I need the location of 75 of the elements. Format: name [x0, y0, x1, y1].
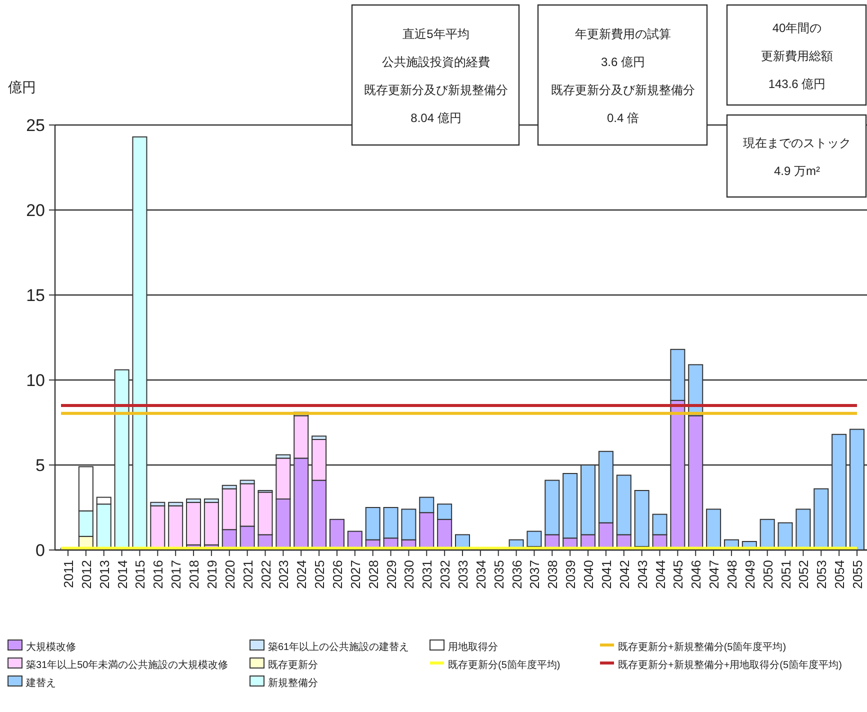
x-tick-label: 2046	[688, 560, 704, 589]
annotation: 4.9 万m²	[774, 164, 820, 178]
x-tick-label: 2052	[796, 560, 812, 589]
x-tick-label: 2053	[814, 560, 830, 589]
x-tick-label: 2026	[330, 560, 345, 589]
text: 既存更新分及び新規整備分	[364, 83, 508, 97]
text: 既存更新分及び新規整備分	[551, 83, 695, 97]
x-tick-label: 2055	[850, 560, 865, 589]
x-tick-label: 2043	[634, 560, 650, 589]
legend-label: 築31年以上50年未満の公共施設の大規模改修	[26, 659, 228, 671]
x-tick-label: 2027	[348, 560, 363, 589]
x-tick-label: 2031	[420, 560, 435, 589]
x-tick-label: 2024	[294, 560, 310, 589]
x-tick-label: 2034	[473, 560, 488, 589]
x-tick-label: 2022	[258, 560, 274, 589]
x-tick-label: 2011	[61, 560, 76, 588]
legend-label: 既存更新分	[268, 659, 318, 671]
text: 直近5年平均	[402, 27, 470, 41]
legend-label: 建替え	[25, 677, 56, 689]
x-tick-label: 2018	[186, 560, 202, 589]
y-tick-label: 25	[26, 116, 45, 135]
x-tick-label: 2023	[276, 560, 292, 589]
x-tick-label: 2047	[706, 560, 722, 589]
x-tick-label: 2054	[832, 560, 848, 589]
x-tick-label: 2019	[204, 560, 220, 589]
x-tick-label: 2037	[527, 560, 542, 589]
x-tick-label: 2049	[742, 560, 758, 589]
x-tick-label: 2032	[438, 560, 453, 589]
annotation: 0.4 倍	[606, 111, 640, 125]
x-tick-label: 2038	[545, 560, 560, 589]
x-tick-label: 2033	[456, 560, 470, 589]
x-tick-label: 2020	[222, 560, 238, 589]
x-tick-label: 2013	[96, 560, 112, 589]
legend-label: 用地取得分	[448, 641, 498, 653]
x-tick-label: 2045	[670, 560, 686, 589]
x-tick-label: 2021	[240, 560, 256, 589]
x-tick-label: 2016	[150, 560, 166, 589]
x-tick-label: 2025	[312, 560, 328, 589]
legend-label: 既存更新分+新規整備分(5箇年度平均)	[618, 641, 786, 653]
text: 公共施設投資的経費	[382, 55, 490, 69]
x-tick-label: 2028	[366, 560, 381, 589]
x-tick-label: 2042	[616, 560, 632, 589]
x-tick-label: 2030	[402, 560, 417, 589]
x-tick-label: 2041	[598, 560, 614, 589]
x-tick-label: 2014	[114, 560, 130, 589]
x-tick-label: 2039	[563, 560, 578, 589]
text: 年更新費用の試算	[575, 27, 671, 41]
text: 更新費用総額	[761, 49, 833, 63]
x-tick-label: 2015	[132, 560, 148, 589]
text: 40年間の	[772, 21, 822, 35]
y-tick-label: 5	[36, 456, 45, 475]
text: 143.6 億円	[768, 77, 826, 91]
x-tick-label: 2044	[652, 560, 668, 589]
y-tick-label: 20	[26, 201, 45, 220]
x-tick-label: 2012	[78, 560, 94, 589]
x-tick-label: 2017	[168, 560, 184, 589]
legend-label: 築61年以上の公共施設の建替え	[268, 641, 410, 653]
x-tick-label: 2040	[581, 560, 596, 589]
x-tick-label: 2048	[724, 560, 740, 589]
x-tick-label: 2035	[491, 560, 506, 589]
x-tick-label: 2051	[778, 560, 794, 589]
legend-label: 大規模改修	[26, 641, 76, 653]
x-tick-label: 2036	[509, 560, 524, 589]
x-tick-label: 2029	[384, 560, 399, 589]
y-tick-label: 10	[26, 371, 45, 390]
annotation: 8.04 億円	[410, 111, 462, 125]
text: 3.6 億円	[600, 55, 646, 69]
legend-label: 新規整備分	[268, 677, 318, 689]
y-tick-label: 15	[26, 286, 45, 305]
legend-label: 既存更新分(5箇年度平均)	[448, 659, 560, 671]
legend-label: 既存更新分+新規整備分+用地取得分(5箇年度平均)	[618, 659, 842, 671]
y-axis-title: 億円	[8, 79, 36, 95]
y-tick-label: 0	[36, 541, 45, 560]
annotation: 現在までのストック	[743, 136, 851, 150]
x-tick-label: 2050	[760, 560, 776, 589]
